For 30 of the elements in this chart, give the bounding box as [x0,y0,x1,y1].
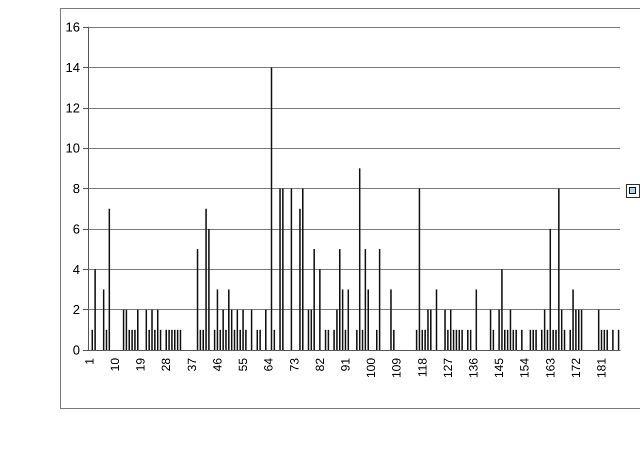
y-tick-label: 0 [72,342,80,358]
y-tick-label: 2 [72,302,80,318]
x-tick-label: 10 [108,358,122,372]
y-tick-label: 4 [72,262,80,277]
x-tick-label: 1 [82,358,96,365]
x-tick-label: 118 [415,358,430,378]
x-tick-label: 82 [312,358,327,372]
x-tick-label: 64 [262,358,276,372]
y-tick-label: 6 [72,221,80,236]
x-tick-label: 19 [134,358,148,372]
x-tick-label: 91 [338,358,352,372]
y-tick-label: 12 [66,100,80,116]
x-tick-label: 181 [594,358,609,378]
x-tick-label: 145 [492,358,506,378]
y-tick-label: 8 [72,181,80,196]
y-tick-label: 10 [66,140,80,156]
x-tick-label: 37 [184,358,199,372]
x-tick-label: 136 [466,358,480,378]
y-tick-label: 16 [66,20,80,34]
x-tick-label: 46 [210,358,224,372]
x-tick-label: 109 [390,358,404,378]
x-tick-label: 100 [364,358,378,378]
y-tick-label: 14 [66,60,80,75]
x-tick-label: 55 [236,358,250,372]
x-tick-label: 127 [440,358,455,378]
x-tick-label: 163 [543,358,558,378]
x-tick-label: 154 [518,358,532,378]
x-tick-label: 73 [287,358,302,372]
x-tick-label: 172 [568,358,583,378]
x-tick-label: 28 [159,358,174,372]
